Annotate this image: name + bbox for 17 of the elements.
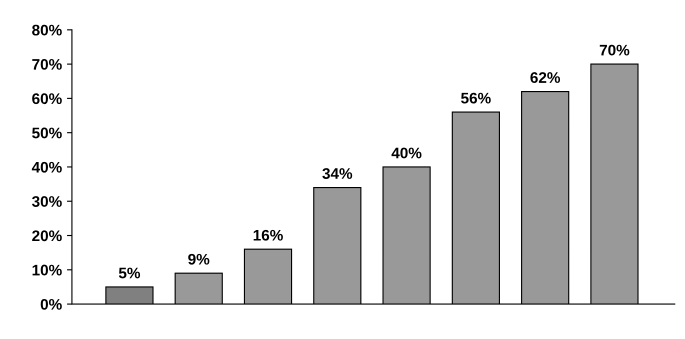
y-tick-label: 70% (32, 58, 62, 70)
y-tick-label: 20% (32, 230, 62, 242)
data-label: 16% (254, 230, 283, 241)
data-label: 62% (530, 72, 560, 83)
y-tick-label: 60% (32, 93, 62, 104)
y-tick-label: 80% (32, 24, 62, 36)
data-label: 5% (118, 268, 140, 278)
y-tick-label: 40% (32, 162, 62, 173)
data-label: 56% (461, 92, 491, 104)
data-label: 40% (392, 148, 422, 158)
y-tick-label: 0% (40, 298, 62, 310)
data-label: 70% (600, 44, 630, 56)
y-tick-label: 50% (32, 128, 62, 138)
data-label: 34% (322, 168, 352, 179)
y-tick-label: 30% (32, 196, 62, 207)
data-label: 9% (188, 254, 210, 265)
y-tick-label: 10% (32, 264, 62, 276)
